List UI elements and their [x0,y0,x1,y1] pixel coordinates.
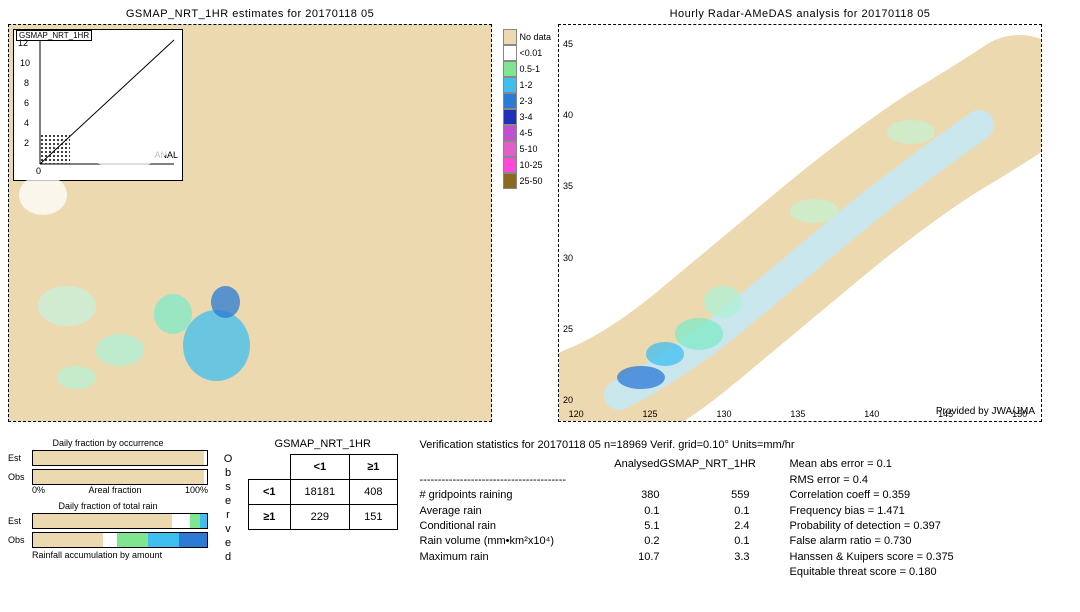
lat-tick: 30 [563,253,573,263]
precip-region [617,366,665,390]
observed-side-label: Observed [222,453,234,565]
lat-tick: 20 [563,395,573,405]
score-row: Frequency bias = 1.471 [790,504,954,519]
precip-region [790,199,838,223]
precip-region [38,286,96,326]
cloud-region [19,175,67,215]
contingency-table-wrapper: GSMAP_NRT_1HR <1 ≥1 <1 18181 408 ≥1 229 … [248,438,398,530]
legend-entry: 10-25 [503,157,551,173]
occurrence-title: Daily fraction by occurrence [8,438,208,448]
ct-cell-c: 229 [290,505,350,530]
legend-entry: 1-2 [503,77,551,93]
lon-tick: 130 [716,409,731,419]
precip-region [154,294,193,334]
gsmap-estimate-map: GSMAP_NRT_1HR 12 10 8 6 4 2 0 ANAL [8,24,492,422]
totalrain-obs-bar [32,532,208,548]
precip-region [704,286,743,318]
legend-entry: 0.5-1 [503,61,551,77]
score-row: Equitable threat score = 0.180 [790,565,954,580]
ct-cell-d: 151 [350,505,397,530]
precip-region [887,120,935,144]
lon-tick: 140 [864,409,879,419]
verif-row: Conditional rain5.12.4 [420,519,750,534]
legend-entry: No data [503,29,551,45]
right-map-wrapper: Hourly Radar-AMeDAS analysis for 2017011… [558,8,1042,422]
totalrain-est-bar [32,513,208,529]
precip-region [183,310,250,381]
verif-row: Average rain0.10.1 [420,504,750,519]
ct-cell-a: 18181 [290,480,350,505]
legend-entry: 4-5 [503,125,551,141]
left-map-title: GSMAP_NRT_1HR estimates for 20170118 05 [8,8,492,20]
score-row: RMS error = 0.4 [790,473,954,488]
lat-tick: 40 [563,110,573,120]
left-map-wrapper: GSMAP_NRT_1HR estimates for 20170118 05 … [8,8,492,422]
verification-stats: Verification statistics for 20170118 05 … [420,438,1073,581]
verif-row: # gridpoints raining380559 [420,488,750,503]
lat-tick: 25 [563,324,573,334]
lon-tick: 120 [569,409,584,419]
ct-cell-b: 408 [350,480,397,505]
legend-entry: 5-10 [503,141,551,157]
score-row: Mean abs error = 0.1 [790,457,954,472]
legend-entry: 3-4 [503,109,551,125]
legend-entry: 25-50 [503,173,551,189]
lon-tick: 135 [790,409,805,419]
occurrence-obs-bar [32,469,208,485]
verif-row: Rain volume (mm•km²x10⁴)0.20.1 [420,534,750,549]
lon-tick: 125 [643,409,658,419]
score-row: False alarm ratio = 0.730 [790,534,954,549]
score-row: Correlation coeff = 0.359 [790,488,954,503]
fraction-charts: Daily fraction by occurrence Est Obs 0% … [8,438,208,560]
occurrence-est-bar [32,450,208,466]
attribution-text: Provided by JWA/JMA [936,406,1035,417]
contingency-title: GSMAP_NRT_1HR [248,438,398,450]
lat-tick: 35 [563,181,573,191]
totalrain-title: Daily fraction of total rain [8,501,208,511]
color-legend: No data<0.010.5-11-22-33-44-55-1010-2525… [503,29,551,189]
precip-region [96,334,144,366]
lat-tick: 45 [563,39,573,49]
legend-entry: <0.01 [503,45,551,61]
right-map-title: Hourly Radar-AMeDAS analysis for 2017011… [558,8,1042,20]
contingency-table: <1 ≥1 <1 18181 408 ≥1 229 151 [248,454,398,530]
score-row: Probability of detection = 0.397 [790,519,954,534]
precip-region [646,342,685,366]
precip-region [57,366,96,390]
cloud-region [76,112,172,167]
precip-region [675,318,723,350]
verif-header: Verification statistics for 20170118 05 … [420,438,1073,453]
verif-row: Maximum rain10.73.3 [420,550,750,565]
radar-amedas-map: 120125130135140145150 202530354045 Provi… [558,24,1042,422]
score-row: Hanssen & Kuipers score = 0.375 [790,550,954,565]
score-list: Mean abs error = 0.1RMS error = 0.4Corre… [790,457,954,580]
legend-entry: 2-3 [503,93,551,109]
